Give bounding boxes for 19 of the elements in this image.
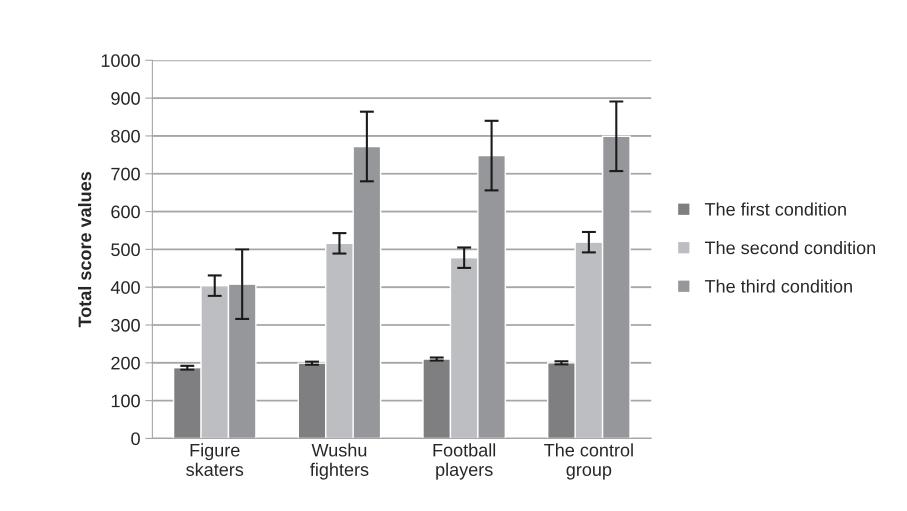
y-tick-label: 400 [110,281,140,294]
legend-label: The third condition [704,279,852,293]
y-tick-label: 600 [111,205,140,218]
y-tick-label: 700 [111,168,140,180]
x-tick-label: The control group [544,443,633,480]
y-tick-label: 500 [111,243,140,256]
y-tick-label: 300 [111,318,140,332]
y-axis-title: Total score values [78,172,92,328]
x-tick-label: Figure skaters [186,443,244,476]
legend-label: The second condition [704,240,876,254]
y-tick-label: 1000 [102,54,140,68]
x-tick-label: Football players [434,443,496,480]
x-tick-label: Wushu fighters [310,443,368,480]
legend-label: The first condition [704,202,846,216]
y-tick-label: 900 [111,92,140,105]
y-tick-label: 0 [131,432,140,446]
y-tick-label: 100 [112,394,140,408]
y-tick-label: 800 [111,130,140,143]
y-tick-label: 200 [111,356,140,370]
